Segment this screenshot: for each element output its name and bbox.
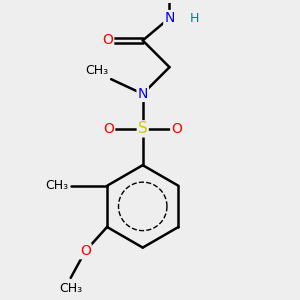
Text: N: N <box>137 87 148 101</box>
Text: O: O <box>103 122 114 136</box>
Text: H: H <box>190 11 199 25</box>
Text: O: O <box>102 33 113 47</box>
Text: CH₃: CH₃ <box>45 179 68 192</box>
Text: N: N <box>164 11 175 25</box>
Text: CH₃: CH₃ <box>59 282 82 295</box>
Text: O: O <box>80 244 91 258</box>
Text: O: O <box>171 122 182 136</box>
Text: CH₃: CH₃ <box>85 64 109 77</box>
Text: S: S <box>138 121 148 136</box>
